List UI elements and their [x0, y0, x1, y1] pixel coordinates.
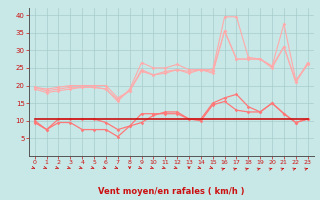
Text: Vent moyen/en rafales ( km/h ): Vent moyen/en rafales ( km/h ) — [98, 187, 244, 196]
